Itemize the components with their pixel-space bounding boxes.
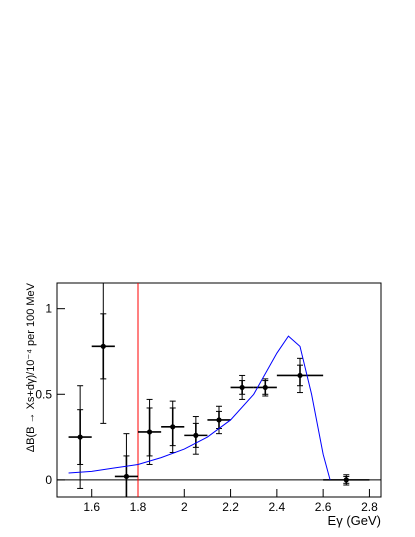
plot-frame (56, 282, 382, 498)
data-point (297, 372, 303, 379)
x-tick-label: 2.6 (315, 500, 332, 514)
data-point (262, 384, 268, 391)
x-tick-label: 1.6 (83, 500, 100, 514)
x-tick-label: 2.2 (222, 500, 239, 514)
x-tick-label: 2.8 (361, 500, 378, 514)
y-axis-label: ΔB(B → Xs+dγ)/10⁻⁴ per 100 MeV (25, 282, 37, 452)
data-point (193, 432, 199, 438)
data-point (123, 473, 130, 480)
y-tick-label: 0 (45, 473, 52, 487)
x-tick-label: 2 (181, 500, 188, 514)
x-tick-label: 1.8 (130, 500, 147, 514)
data-point (343, 477, 349, 483)
y-tick-label: 0.5 (35, 387, 52, 401)
y-tick-label: 1 (45, 302, 52, 316)
x-axis-label: Eγ (GeV) (328, 513, 381, 528)
data-point (170, 424, 176, 430)
x-tick-label: 2.4 (269, 500, 286, 514)
fit-curve (68, 335, 331, 481)
data-point (146, 429, 153, 435)
data-point (77, 434, 83, 440)
data-point (100, 343, 106, 349)
data-point (239, 384, 245, 391)
data-point (216, 417, 222, 423)
